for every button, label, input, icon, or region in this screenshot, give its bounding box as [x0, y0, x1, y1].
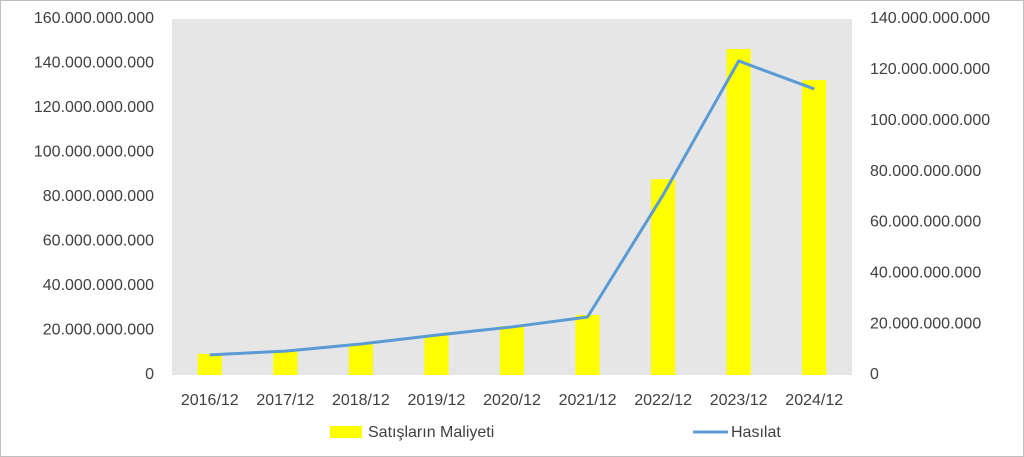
y2-tick-label: 140.000.000.000 — [870, 10, 990, 27]
x-tick-label: 2022/12 — [634, 392, 692, 409]
y-tick-label: 20.000.000.000 — [43, 322, 154, 339]
bar — [726, 49, 751, 375]
y-tick-label: 60.000.000.000 — [43, 233, 154, 250]
x-tick-label: 2018/12 — [332, 392, 390, 409]
bar — [651, 179, 676, 375]
y-tick-label: 0 — [145, 366, 154, 383]
y-tick-label: 100.000.000.000 — [34, 144, 154, 161]
y-tick-label: 40.000.000.000 — [43, 277, 154, 294]
legend-label: Hasılat — [731, 424, 781, 441]
bar — [499, 326, 525, 375]
x-tick-label: 2016/12 — [181, 392, 239, 409]
y2-tick-label: 80.000.000.000 — [870, 163, 981, 180]
bar — [575, 314, 600, 375]
bar — [197, 353, 222, 375]
x-tick-label: 2017/12 — [256, 392, 314, 409]
y-tick-label: 160.000.000.000 — [34, 10, 154, 27]
line — [209, 59, 815, 357]
legend-label: Satışların Maliyeti — [368, 424, 494, 441]
x-tick-label: 2019/12 — [408, 392, 466, 409]
x-tick-label: 2023/12 — [710, 392, 768, 409]
bar — [348, 343, 373, 375]
y-tick-label: 120.000.000.000 — [34, 99, 154, 116]
y-tick-label: 140.000.000.000 — [34, 55, 154, 72]
x-tick-label: 2020/12 — [483, 392, 541, 409]
y2-tick-label: 0 — [870, 366, 879, 383]
bar — [802, 80, 827, 375]
x-tick-label: 2021/12 — [559, 392, 617, 409]
bar — [424, 334, 449, 375]
y-tick-label: 80.000.000.000 — [43, 188, 154, 205]
y2-tick-label: 60.000.000.000 — [870, 214, 981, 231]
legend-swatch — [330, 426, 362, 438]
bar — [273, 350, 298, 375]
y2-tick-label: 100.000.000.000 — [870, 112, 990, 129]
y2-tick-label: 40.000.000.000 — [870, 265, 981, 282]
x-tick-label: 2024/12 — [785, 392, 843, 409]
y2-tick-label: 20.000.000.000 — [870, 315, 981, 332]
y2-tick-label: 120.000.000.000 — [870, 61, 990, 78]
